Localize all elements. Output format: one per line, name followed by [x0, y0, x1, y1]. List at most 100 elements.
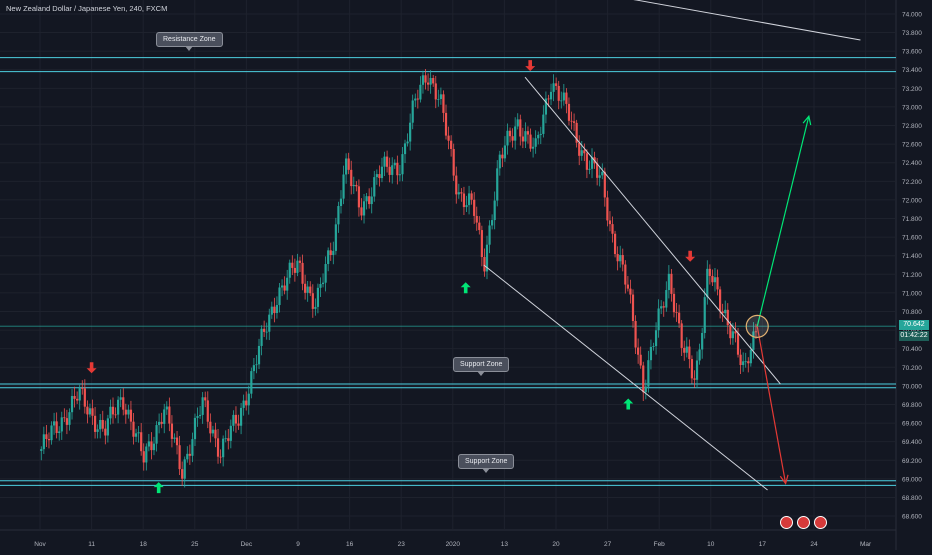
candle-body [275, 305, 279, 314]
candle-body [211, 429, 215, 434]
candle-body [265, 331, 268, 333]
candle-body [188, 453, 191, 456]
candle-body [183, 459, 186, 479]
candle-body [572, 121, 576, 123]
price-tick-label: 68.800 [902, 495, 922, 502]
candle-body [690, 359, 694, 379]
candle-body [724, 309, 727, 314]
candle-body [426, 82, 430, 85]
candle-body [355, 184, 358, 187]
candle-body [257, 345, 261, 365]
candle-body [739, 354, 742, 366]
candle-body [365, 196, 368, 202]
candle-body [293, 267, 296, 273]
time-axis[interactable]: Nov 11 18 25 Dec 9 16 23 2020 13 20 27 Feb 10 17 24 Mar [34, 541, 872, 548]
candle-body [631, 294, 635, 322]
candle-body [649, 346, 653, 361]
price-tick-label: 69.200 [902, 458, 922, 465]
price-tick-label: 73.800 [902, 30, 922, 37]
candle-body [652, 346, 655, 347]
time-tick-label: Feb [654, 541, 666, 548]
candle-body [114, 414, 117, 416]
candle-body [357, 186, 361, 208]
candle-body [117, 399, 120, 415]
candle-body [198, 414, 202, 417]
candle-body [660, 306, 663, 309]
candle-body [316, 287, 320, 307]
candle-body [419, 84, 422, 100]
price-tick-label: 72.800 [902, 123, 922, 130]
price-tick-label: 71.800 [902, 216, 922, 223]
candle-body [173, 437, 176, 439]
candle-body [713, 277, 717, 283]
resistance-zone-label[interactable]: Resistance Zone [156, 32, 223, 51]
support-zone-label[interactable]: Support Zone [453, 357, 510, 376]
candle-body [657, 308, 660, 331]
candle-body [334, 224, 337, 251]
candle-body [519, 119, 522, 137]
candle-body [511, 136, 514, 141]
candle-body [439, 94, 442, 99]
candle-body [624, 264, 627, 285]
candle-body [150, 441, 153, 451]
support-zone-label[interactable]: Support Zone [458, 454, 515, 473]
price-tick-label: 72.600 [902, 142, 922, 149]
candle-body [542, 114, 545, 134]
candle-body [726, 309, 729, 326]
candle-body [237, 423, 240, 426]
candle-body [749, 349, 752, 364]
candle-body [76, 398, 79, 401]
candle-body [63, 417, 66, 419]
candle-body [560, 100, 563, 102]
candle-body [209, 421, 212, 434]
trendlines[interactable] [483, 0, 861, 491]
candle-body [319, 284, 322, 288]
candle-body [391, 165, 394, 175]
trendline [633, 0, 861, 41]
candle-body [416, 98, 419, 100]
candle-body [324, 264, 327, 283]
price-tick-label: 72.000 [902, 197, 922, 204]
candle-body [432, 78, 435, 84]
candle-body [552, 83, 555, 92]
breakout-circle [745, 314, 769, 338]
time-tick-label: 25 [191, 541, 199, 548]
candle-body [99, 419, 102, 430]
replay-icon[interactable] [780, 516, 793, 529]
candle-body [711, 275, 714, 283]
candle-body [232, 414, 235, 426]
candle-body [680, 323, 683, 348]
candle-body [421, 75, 425, 85]
candle-body [45, 434, 48, 440]
flag-icon[interactable] [814, 516, 827, 529]
candle-body [350, 169, 353, 187]
candle-body [42, 434, 45, 450]
price-tick-label: 73.400 [902, 67, 922, 74]
candle-body [742, 361, 745, 366]
candle-body [229, 425, 232, 441]
candle-body [478, 222, 481, 231]
candle-body [721, 311, 724, 314]
price-tick-label: 69.600 [902, 421, 922, 428]
candle-body [134, 433, 138, 437]
candle-body [462, 193, 466, 208]
candle-body [716, 277, 719, 290]
candle-body [455, 175, 458, 195]
candle-body [549, 91, 553, 100]
candle-body [447, 135, 450, 141]
candle-body [145, 446, 148, 463]
candle-body [639, 354, 642, 366]
candle-body [475, 215, 478, 223]
candle-body [196, 416, 199, 418]
candle-body [278, 287, 281, 306]
alert-icon[interactable] [797, 516, 810, 529]
candle-body [539, 133, 542, 135]
time-tick-label: 18 [140, 541, 148, 548]
candle-body [301, 262, 304, 284]
candle-body [555, 83, 558, 86]
candle-body [508, 130, 512, 137]
candle-body [255, 364, 258, 366]
candle-body [698, 349, 701, 361]
projection-arrows[interactable] [745, 114, 812, 485]
